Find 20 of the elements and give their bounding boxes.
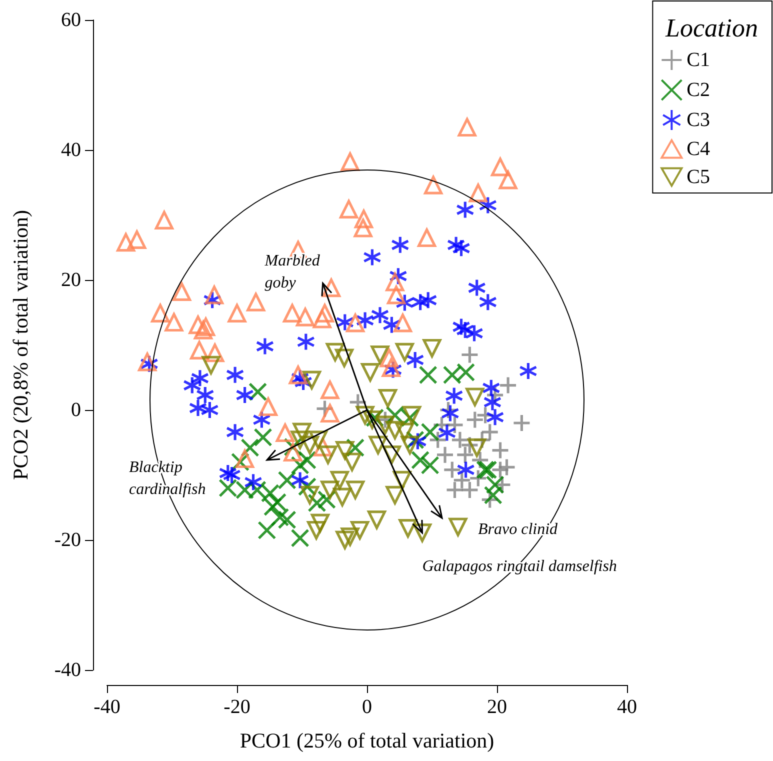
x-axis-title: PCO1 (25% of total variation)	[240, 728, 494, 752]
y-tick-label: -40	[54, 659, 81, 681]
y-tick-label: 40	[61, 139, 81, 161]
y-tick-label: 20	[61, 269, 81, 291]
x-tick-label: -40	[94, 696, 120, 718]
x-tick-label: 40	[617, 696, 637, 718]
legend-label: C5	[686, 166, 710, 188]
y-axis-title: PCO2 (20,8% of total variation)	[8, 210, 32, 480]
legend-label: C1	[686, 49, 710, 71]
legend-title: Location	[664, 14, 758, 42]
x-tick-label: -20	[224, 696, 250, 718]
x-tick-label: 0	[362, 696, 372, 718]
legend-label: C3	[686, 109, 710, 131]
legend-label: C4	[686, 138, 710, 160]
y-tick-label: 0	[71, 399, 81, 421]
y-tick-label: 60	[61, 9, 81, 31]
legend-label: C2	[686, 79, 710, 101]
annotation: Marbled goby	[264, 252, 321, 292]
x-tick-label: 20	[487, 696, 507, 718]
y-tick-label: -20	[54, 529, 81, 551]
